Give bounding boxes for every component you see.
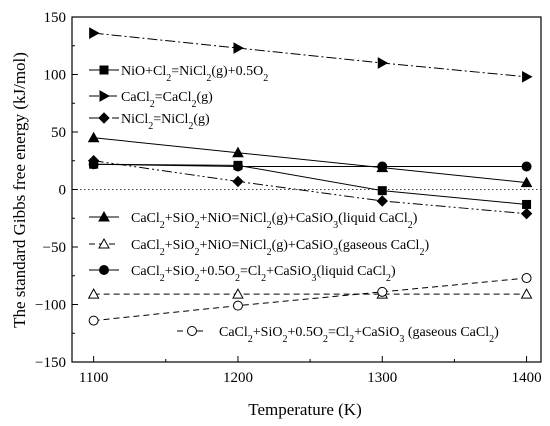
legend-entry-5: CaCl2+SiO2+NiO=NiCl2(g)+CaSiO3(gaseous C… xyxy=(89,237,429,258)
data-point xyxy=(232,175,244,188)
data-point xyxy=(89,27,100,39)
y-tick-label: −100 xyxy=(35,298,66,314)
legend-label: CaCl2+SiO2+NiO=NiCl2(g)+CaSiO3(gaseous C… xyxy=(131,238,429,258)
legend-entry-6: CaCl2+SiO2+0.5O2=Cl2+CaSiO3(liquid CaCl2… xyxy=(89,264,396,284)
legend-label: CaCl2+SiO2+NiO=NiCl2(g)+CaSiO3(liquid Ca… xyxy=(131,211,418,231)
data-point xyxy=(88,159,99,170)
series-2 xyxy=(89,27,533,83)
data-point xyxy=(521,161,532,172)
data-point xyxy=(232,288,244,299)
series-7 xyxy=(88,273,532,326)
legend-entry-3: NiCl2=NiCl2(g) xyxy=(89,112,210,132)
series-4 xyxy=(87,131,533,188)
x-axis-title: Temperature (K) xyxy=(248,400,362,419)
data-point xyxy=(377,57,389,69)
y-tick-label: 150 xyxy=(44,10,67,26)
series-line xyxy=(93,160,527,215)
data-point xyxy=(521,273,532,284)
legend-label: NiCl2=NiCl2(g) xyxy=(121,112,210,132)
y-tick-label: −50 xyxy=(43,240,66,256)
legend-marker xyxy=(187,326,197,336)
data-point xyxy=(233,42,244,54)
legend-label: CaCl2=CaCl2(g) xyxy=(121,90,213,110)
x-tick-label: 1300 xyxy=(367,370,397,386)
data-point xyxy=(87,288,100,299)
x-tick-label: 1200 xyxy=(223,370,253,386)
series-line xyxy=(93,277,527,322)
data-point xyxy=(376,195,388,207)
data-point xyxy=(232,146,244,158)
data-point xyxy=(88,315,99,326)
legend-layer: NiO+Cl2=NiCl2(g)+0.5O2 CaCl2=CaCl2(g)NiCl… xyxy=(89,64,499,345)
data-point xyxy=(377,161,388,172)
data-point xyxy=(87,131,100,143)
data-point xyxy=(520,176,533,188)
series-line xyxy=(93,137,527,184)
x-tick-label: 1100 xyxy=(79,370,108,386)
legend-entry-1: NiO+Cl2=NiCl2(g)+0.5O2 xyxy=(89,64,268,84)
data-point xyxy=(377,186,387,196)
series-5 xyxy=(87,288,533,299)
data-point xyxy=(520,207,533,220)
legend-marker xyxy=(98,112,110,124)
series-6 xyxy=(88,159,532,172)
legend-label: NiO+Cl2=NiCl2(g)+0.5O2 xyxy=(121,64,268,84)
y-tick-label: 100 xyxy=(44,68,67,84)
data-point xyxy=(522,70,533,83)
series-line xyxy=(93,163,527,205)
legend-entry-2: CaCl2=CaCl2(g) xyxy=(89,90,213,110)
data-point xyxy=(520,288,533,299)
x-tick-label: 1400 xyxy=(512,370,542,386)
legend-marker xyxy=(99,65,109,75)
legend-marker xyxy=(99,90,111,102)
y-tick-label: −150 xyxy=(35,355,66,371)
legend-marker xyxy=(99,265,109,275)
axes-layer: −150 −100 −50 0 50 100 150 1100 1200 1300 1400 xyxy=(35,10,542,386)
legend-marker xyxy=(98,210,110,222)
legend-entry-4: CaCl2+SiO2+NiO=NiCl2(g)+CaSiO3(liquid Ca… xyxy=(89,210,418,231)
series-1 xyxy=(89,159,532,209)
y-tick-label: 0 xyxy=(59,183,67,199)
data-point xyxy=(232,161,243,172)
legend-marker xyxy=(98,237,110,249)
legend-label: CaCl2+SiO2+0.5O2=Cl2+CaSiO3 (gaseous CaC… xyxy=(219,325,499,345)
data-point xyxy=(377,286,388,297)
legend-entry-7: CaCl2+SiO2+0.5O2=Cl2+CaSiO3 (gaseous CaC… xyxy=(177,325,499,345)
y-tick-label: 50 xyxy=(51,125,66,141)
series-layer xyxy=(87,27,533,326)
legend-label: CaCl2+SiO2+0.5O2=Cl2+CaSiO3(liquid CaCl2… xyxy=(131,264,396,284)
series-line xyxy=(93,163,527,167)
series-line xyxy=(93,32,527,78)
data-point xyxy=(232,300,243,311)
data-point xyxy=(522,199,532,209)
y-axis-title: The standard Gibbs free energy (kJ/mol) xyxy=(10,52,29,328)
